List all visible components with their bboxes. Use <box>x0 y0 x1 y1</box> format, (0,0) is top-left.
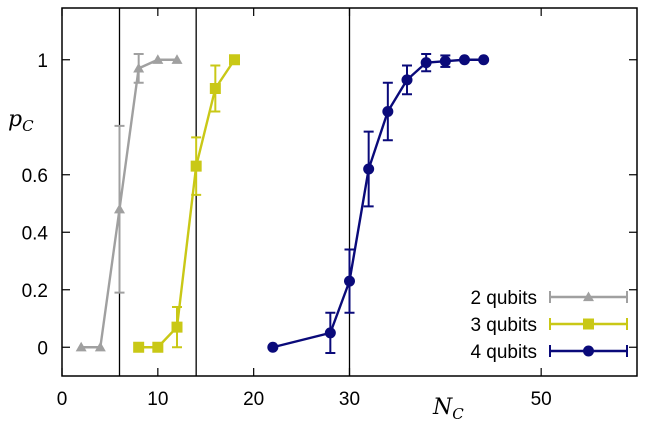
x-tick-label-2: 20 <box>243 389 264 410</box>
legend-item-1: 3 qubits <box>470 315 628 336</box>
y-axis-label-sub: C <box>22 117 34 135</box>
legend: 2 qubits 3 qubits 4 qubits <box>470 288 628 363</box>
series-2-qubits <box>75 53 183 352</box>
y-axis-label: pC <box>8 107 34 135</box>
x-tick-label-3: 30 <box>339 389 360 410</box>
series-line-0 <box>81 58 177 349</box>
x-axis-label-sub: C <box>452 405 464 423</box>
legend-label: 4 qubits <box>470 342 537 363</box>
data-point <box>229 54 240 66</box>
x-axis-label: NC <box>432 395 464 423</box>
series-3-qubits <box>133 54 240 353</box>
y-tick-label-2: 0.4 <box>22 223 49 244</box>
data-point <box>459 54 470 66</box>
data-point <box>478 54 490 66</box>
legend-marker <box>583 345 594 357</box>
data-point <box>152 341 164 353</box>
x-tick-label-0: 0 <box>57 389 68 410</box>
y-tick-label-1: 0.2 <box>22 281 48 302</box>
data-point <box>267 341 279 353</box>
x-tick-label-1: 10 <box>147 389 168 410</box>
data-point <box>75 341 87 352</box>
data-point <box>133 341 145 353</box>
series-4-qubits <box>267 53 490 354</box>
legend-item-2: 4 qubits <box>470 342 628 363</box>
x-tick-label-4: 50 <box>531 389 552 410</box>
series-line-2 <box>272 58 484 349</box>
series-group <box>75 53 490 354</box>
data-point <box>382 106 394 117</box>
series-line-1 <box>138 59 236 349</box>
y-tick-label-0: 0 <box>37 338 48 359</box>
data-point <box>190 160 202 172</box>
data-point <box>209 83 221 94</box>
y-axis-label-main: p <box>8 107 22 132</box>
legend-marker <box>583 318 594 330</box>
data-point <box>439 55 451 67</box>
legend-label: 3 qubits <box>470 315 537 336</box>
data-point <box>133 62 145 73</box>
legend-label: 2 qubits <box>470 288 537 309</box>
data-point <box>171 54 183 64</box>
data-point <box>324 327 336 339</box>
legend-marker <box>583 291 594 302</box>
legend-item-0: 2 qubits <box>470 288 628 309</box>
data-point <box>171 321 183 333</box>
data-point <box>420 57 432 69</box>
data-point <box>401 74 413 86</box>
data-point <box>363 163 375 175</box>
data-point <box>114 203 125 214</box>
data-point <box>94 341 106 352</box>
y-tick-label-4: 1 <box>37 51 48 72</box>
axis-labels: pC NC <box>8 107 464 423</box>
x-axis-label-main: N <box>432 395 453 420</box>
data-point <box>344 275 355 287</box>
axis-ticks: 0 10 20 30 50 0 0.2 0.4 0.6 1 <box>22 8 637 410</box>
data-point <box>152 54 164 64</box>
y-tick-label-3: 0.6 <box>22 166 48 187</box>
